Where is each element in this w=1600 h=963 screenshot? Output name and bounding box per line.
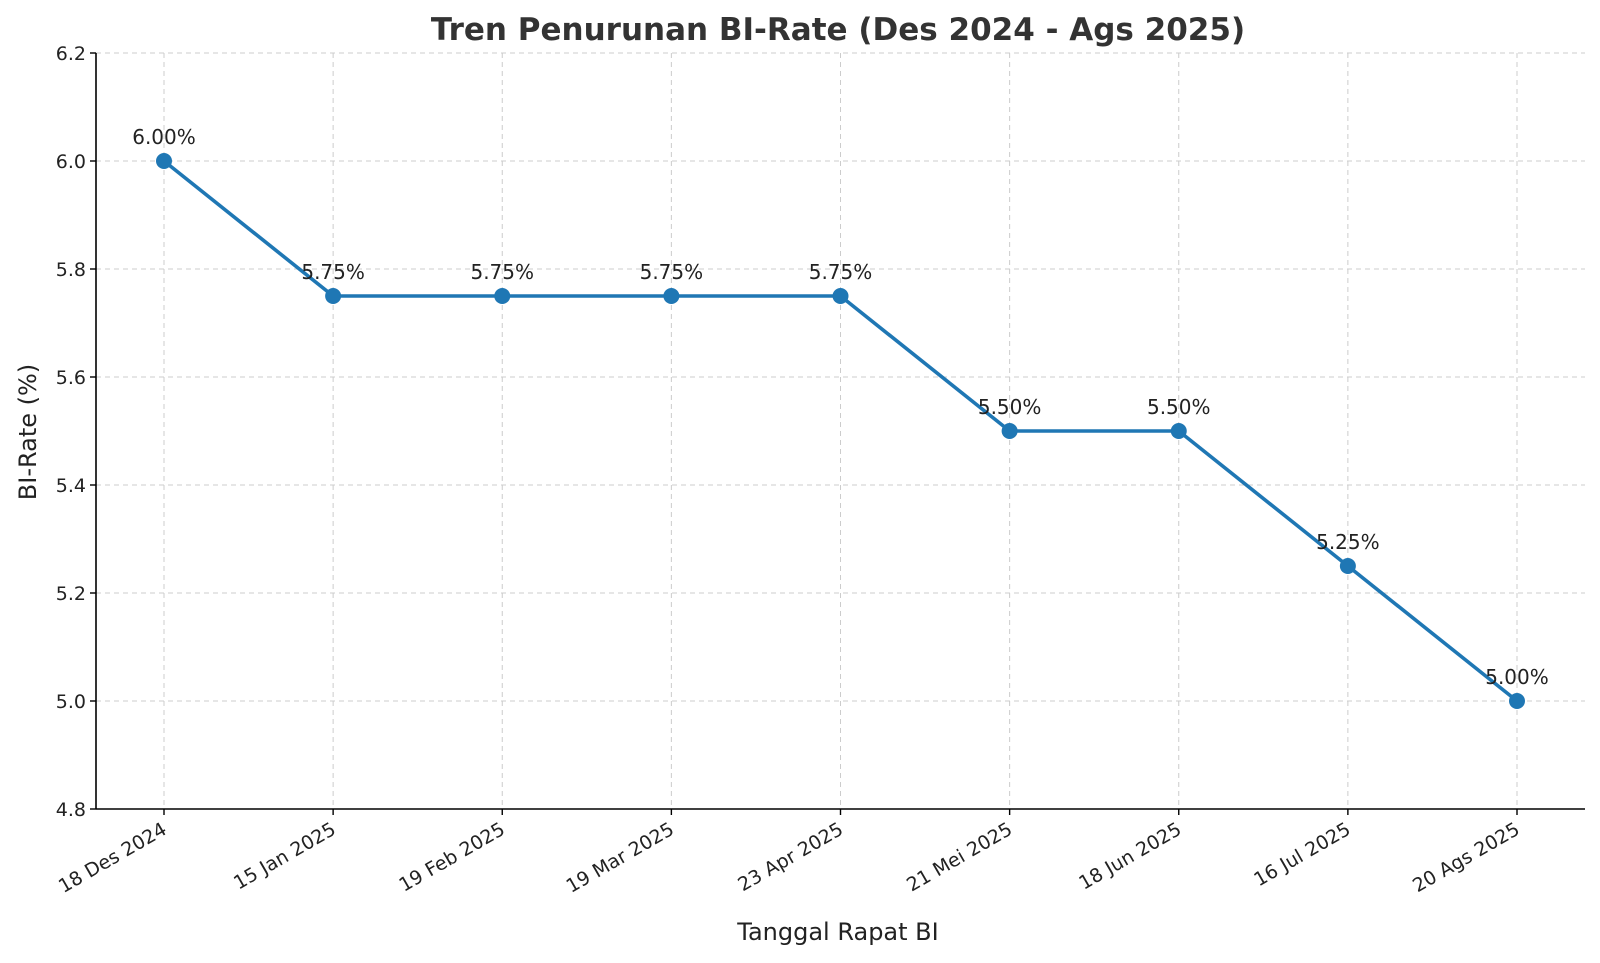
- data-label: 5.00%: [1485, 665, 1549, 689]
- axes: [90, 52, 1585, 815]
- data-point: [494, 288, 511, 304]
- data-point: [325, 288, 342, 304]
- data-labels: 6.00% 5.75% 5.75% 5.75% 5.75% 5.50% 5.50% 5.25%…: [132, 125, 1549, 689]
- x-tick-label: 19 Mar 2025: [563, 818, 678, 897]
- tick-labels: 4.8 5.0 5.2 5.4 5.6 5.8 6.0 6.2 18 Des 2024 15 Ja…: [55, 43, 1524, 898]
- x-tick-label: 21 Mei 2025: [903, 818, 1016, 896]
- data-label: 5.50%: [978, 395, 1042, 419]
- y-axis-label: BI-Rate (%): [14, 364, 42, 500]
- y-tick-label: 5.8: [56, 259, 86, 281]
- x-tick-label: 19 Feb 2025: [395, 818, 508, 896]
- data-label: 5.75%: [301, 260, 365, 284]
- data-point: [832, 288, 849, 304]
- series: [156, 153, 1525, 709]
- x-tick-label: 18 Des 2024: [55, 818, 171, 897]
- grid: [96, 52, 1585, 810]
- data-label: 5.75%: [640, 260, 704, 284]
- x-tick-label: 20 Ags 2025: [1409, 818, 1524, 897]
- data-point: [1509, 693, 1525, 709]
- data-label: 6.00%: [132, 125, 196, 149]
- data-point: [1339, 558, 1356, 574]
- y-tick-label: 5.2: [56, 583, 86, 605]
- y-tick-label: 5.4: [56, 475, 86, 497]
- x-tick-label: 18 Jun 2025: [1075, 818, 1185, 894]
- x-tick-label: 16 Jul 2025: [1250, 818, 1354, 891]
- y-tick-label: 6.2: [56, 43, 86, 65]
- data-label: 5.25%: [1316, 530, 1380, 554]
- data-label: 5.75%: [809, 260, 873, 284]
- y-tick-label: 4.8: [56, 799, 86, 821]
- y-tick-label: 5.6: [56, 367, 86, 389]
- data-point: [1001, 423, 1018, 439]
- data-point: [1170, 423, 1187, 439]
- data-point: [663, 288, 680, 304]
- x-tick-label: 15 Jan 2025: [230, 818, 340, 894]
- x-axis-label: Tanggal Rapat BI: [736, 918, 938, 946]
- data-label: 5.75%: [470, 260, 534, 284]
- chart-title: Tren Penurunan BI-Rate (Des 2024 - Ags 2…: [431, 12, 1245, 48]
- y-tick-label: 5.0: [56, 691, 86, 713]
- data-point: [156, 153, 172, 169]
- x-tick-label: 23 Apr 2025: [734, 818, 847, 896]
- y-tick-label: 6.0: [56, 151, 86, 173]
- data-label: 5.50%: [1147, 395, 1211, 419]
